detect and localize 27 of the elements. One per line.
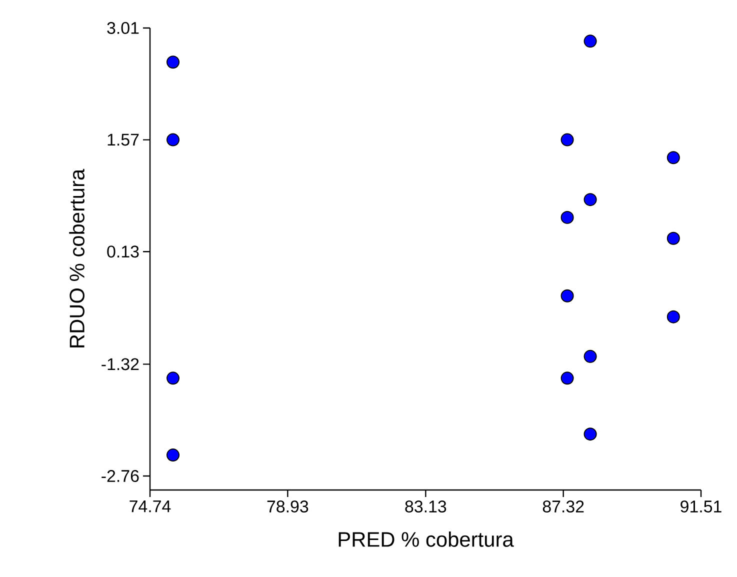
x-tick-label: 78.93: [267, 500, 308, 513]
point: [584, 34, 597, 48]
point: [666, 151, 680, 164]
y-tick-label: -1.32: [102, 358, 139, 370]
x-tick-label: 87.32: [542, 500, 584, 513]
point: [666, 310, 680, 324]
x-tick-label: 74.74: [130, 500, 171, 512]
point: [166, 133, 180, 146]
y-tick-label: -2.76: [102, 470, 139, 482]
point: [584, 350, 597, 363]
point: [166, 372, 180, 385]
y-axis-title: RDUO % cobertura: [69, 168, 84, 348]
point: [166, 56, 180, 69]
point: [560, 133, 574, 146]
y-tick-label: 1.57: [108, 134, 139, 146]
point: [666, 232, 680, 245]
y-tick-label: 0.13: [107, 246, 139, 258]
point: [560, 289, 574, 302]
point: [166, 448, 180, 462]
x-axis-title: PRED % cobertura: [338, 532, 514, 547]
point: [584, 193, 597, 206]
x-tick-label: 83.13: [405, 500, 446, 513]
x-tick-label: 91.51: [680, 500, 722, 513]
point: [560, 372, 574, 385]
y-tick-label: 3.01: [107, 22, 139, 34]
point: [584, 428, 597, 441]
point: [560, 210, 574, 224]
